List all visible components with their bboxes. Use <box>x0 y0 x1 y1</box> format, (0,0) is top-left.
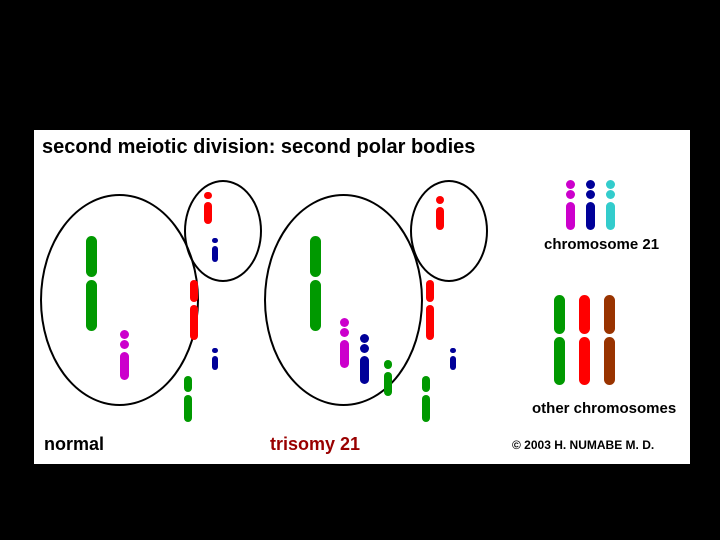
normal-polar-other2 <box>184 376 192 422</box>
legend-chr21-m <box>566 190 575 230</box>
legend-other-r <box>579 295 590 385</box>
legend-other-g <box>554 295 565 385</box>
normal-polar-chr21-u <box>204 192 212 224</box>
trisomy-polar-other <box>426 280 434 340</box>
normal-egg-chr21-centromere-dot <box>120 330 129 339</box>
trisomy-egg-chr21a-centromere-dot <box>340 318 349 327</box>
legend-chr21-c-centromere-dot <box>606 180 615 189</box>
normal-polar-small <box>212 348 218 370</box>
normal-egg-other <box>86 236 97 331</box>
normal-egg-chr21 <box>120 340 129 380</box>
trisomy-egg-extra <box>384 360 392 396</box>
trisomy-label: trisomy 21 <box>270 434 360 455</box>
chr21-label: chromosome 21 <box>544 236 659 253</box>
diagram-title: second meiotic division: second polar bo… <box>42 136 475 159</box>
trisomy-egg-chr21a <box>340 328 349 368</box>
normal-label: normal <box>44 434 104 455</box>
legend-chr21-m-centromere-dot <box>566 180 575 189</box>
normal-polar-other <box>190 280 198 340</box>
trisomy-polar-extra <box>422 376 430 422</box>
normal-polar-chr21-l <box>212 238 218 262</box>
other-label: other chromosomes <box>532 400 676 417</box>
legend-other-b <box>604 295 615 385</box>
trisomy-polar-small <box>450 348 456 370</box>
diagram-frame: second meiotic division: second polar bo… <box>32 128 692 466</box>
trisomy-egg-chr21b-centromere-dot <box>360 334 369 343</box>
legend-chr21-c <box>606 190 615 230</box>
trisomy-egg-chr21b <box>360 344 369 384</box>
trisomy-egg <box>264 194 423 406</box>
copyright-label: © 2003 H. NUMABE M. D. <box>512 438 654 452</box>
trisomy-polar <box>410 180 488 282</box>
legend-chr21-b <box>586 190 595 230</box>
trisomy-egg-other <box>310 236 321 331</box>
legend-chr21-b-centromere-dot <box>586 180 595 189</box>
normal-polar <box>184 180 262 282</box>
trisomy-polar-chr21 <box>436 196 444 230</box>
